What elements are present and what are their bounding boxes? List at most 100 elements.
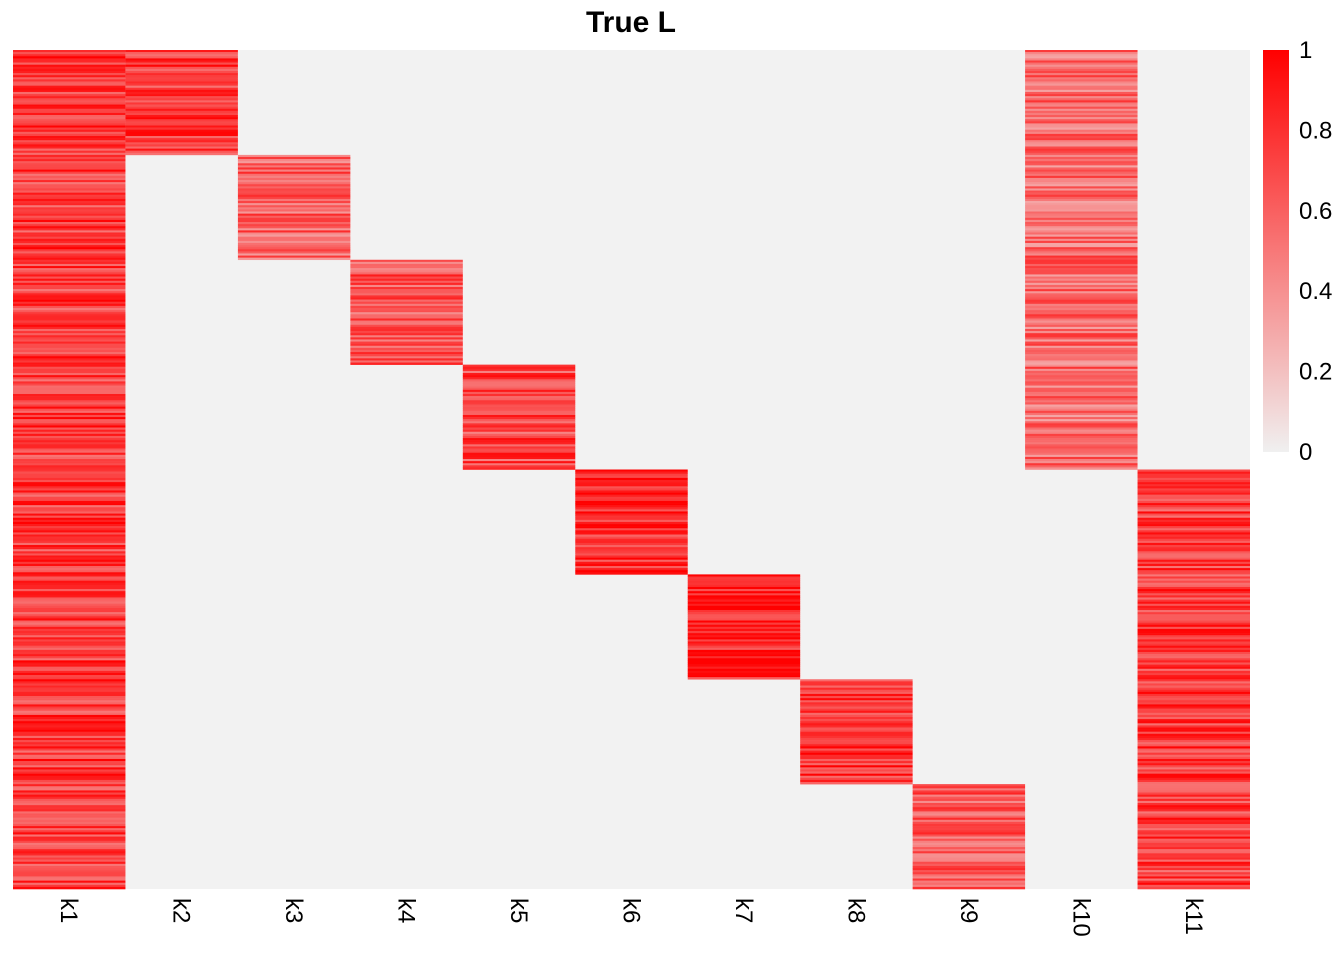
heatmap-cell <box>1137 589 1250 592</box>
heatmap-cell <box>13 557 126 560</box>
colorbar-tick-label: 0.4 <box>1299 278 1332 305</box>
heatmap-cell <box>13 123 126 126</box>
heatmap-cell <box>575 486 688 489</box>
heatmap-cell <box>350 352 463 355</box>
heatmap-cell <box>687 637 801 640</box>
heatmap-cell <box>912 870 1026 873</box>
heatmap-cell <box>13 406 126 409</box>
heatmap-cell <box>1025 146 1138 149</box>
heatmap-cell <box>1025 75 1138 78</box>
heatmap-cell <box>13 335 126 338</box>
heatmap-cell <box>350 276 463 279</box>
heatmap-cell <box>237 249 351 252</box>
heatmap-cell <box>237 165 351 168</box>
heatmap-cell <box>13 299 126 302</box>
heatmap-cell <box>13 100 126 103</box>
heatmap-cell <box>13 679 126 682</box>
heatmap-cell <box>13 421 126 424</box>
heatmap-cell <box>912 819 1026 823</box>
heatmap-cell <box>13 708 126 712</box>
heatmap-cell <box>1025 295 1138 298</box>
heatmap-cell <box>13 800 126 804</box>
heatmap-cell <box>1137 557 1250 560</box>
heatmap-cell <box>1025 278 1138 282</box>
heatmap-cell <box>13 855 126 858</box>
heatmap-cell <box>13 813 126 816</box>
heatmap-cell <box>1137 513 1250 516</box>
heatmap-cell <box>462 433 576 437</box>
heatmap-cell <box>1137 672 1250 676</box>
heatmap-cell <box>1137 670 1250 674</box>
heatmap-cell <box>13 610 126 613</box>
heatmap-cell <box>575 561 688 565</box>
heatmap-cell <box>462 435 576 439</box>
heatmap-cell <box>800 754 913 758</box>
heatmap-cell <box>1025 423 1138 426</box>
heatmap-cell <box>1025 360 1138 363</box>
heatmap-cell <box>687 582 801 586</box>
heatmap-cell <box>1137 530 1250 533</box>
heatmap-cell <box>13 427 126 430</box>
heatmap-cell <box>462 385 576 388</box>
heatmap-cell <box>1025 222 1138 225</box>
block-k7 <box>687 574 801 680</box>
heatmap-cell <box>800 775 913 779</box>
heatmap-cell <box>350 362 463 365</box>
heatmap-cell <box>1025 73 1138 76</box>
heatmap-cell <box>13 534 126 537</box>
heatmap-cell <box>687 643 801 646</box>
heatmap-cell <box>1137 490 1250 493</box>
heatmap-cell <box>1137 844 1250 848</box>
heatmap-cell <box>1137 737 1250 741</box>
heatmap-cell <box>125 56 238 59</box>
heatmap-cell <box>1025 249 1138 252</box>
heatmap-cell <box>1025 213 1138 217</box>
heatmap-cell <box>1137 725 1250 728</box>
heatmap-cell <box>1025 448 1138 451</box>
heatmap-cell <box>800 750 913 753</box>
heatmap-cell <box>1025 259 1138 263</box>
heatmap-cell <box>13 140 126 143</box>
heatmap-cell <box>13 186 126 189</box>
heatmap-cell <box>13 595 126 598</box>
heatmap-cell <box>350 358 463 361</box>
heatmap-cell <box>1025 345 1138 349</box>
heatmap-cell <box>912 844 1026 848</box>
heatmap-cell <box>1025 303 1138 307</box>
heatmap-cell <box>13 578 126 581</box>
heatmap-cell <box>1137 509 1250 512</box>
heatmap-cell <box>13 64 126 68</box>
heatmap-cell <box>13 737 126 741</box>
heatmap-cell <box>1137 721 1250 724</box>
heatmap-cell <box>13 788 126 791</box>
heatmap-cell <box>1137 719 1250 722</box>
heatmap-cell <box>800 771 913 774</box>
heatmap-cell <box>237 217 351 221</box>
heatmap-cell <box>13 459 126 462</box>
heatmap-cell <box>13 492 126 495</box>
heatmap-cell <box>1137 547 1250 550</box>
heatmap-cell <box>1137 614 1250 617</box>
heatmap-cell <box>575 473 688 477</box>
heatmap-cell <box>1025 287 1138 290</box>
heatmap-cell <box>13 190 126 193</box>
colorbar-ticks: 0 0.2 0.4 0.6 0.8 1 <box>1299 37 1332 466</box>
heatmap-cell <box>13 368 126 372</box>
heatmap-cell <box>13 148 126 151</box>
heatmap-cell <box>575 555 688 558</box>
heatmap-cell <box>13 461 126 464</box>
heatmap-cell <box>1137 534 1250 537</box>
heatmap-cell <box>13 693 126 697</box>
heatmap-cell <box>13 498 126 502</box>
heatmap-cell <box>13 154 126 158</box>
heatmap-cell <box>1137 542 1250 546</box>
heatmap-cell <box>1025 442 1138 445</box>
heatmap-cell <box>687 649 801 653</box>
heatmap-cell <box>687 668 801 672</box>
heatmap-cell <box>1137 832 1250 835</box>
heatmap-cell <box>125 58 238 61</box>
heatmap-cell <box>912 849 1026 852</box>
heatmap-cell <box>13 156 126 160</box>
heatmap-cell <box>1137 635 1250 638</box>
heatmap-cell <box>1137 779 1250 783</box>
